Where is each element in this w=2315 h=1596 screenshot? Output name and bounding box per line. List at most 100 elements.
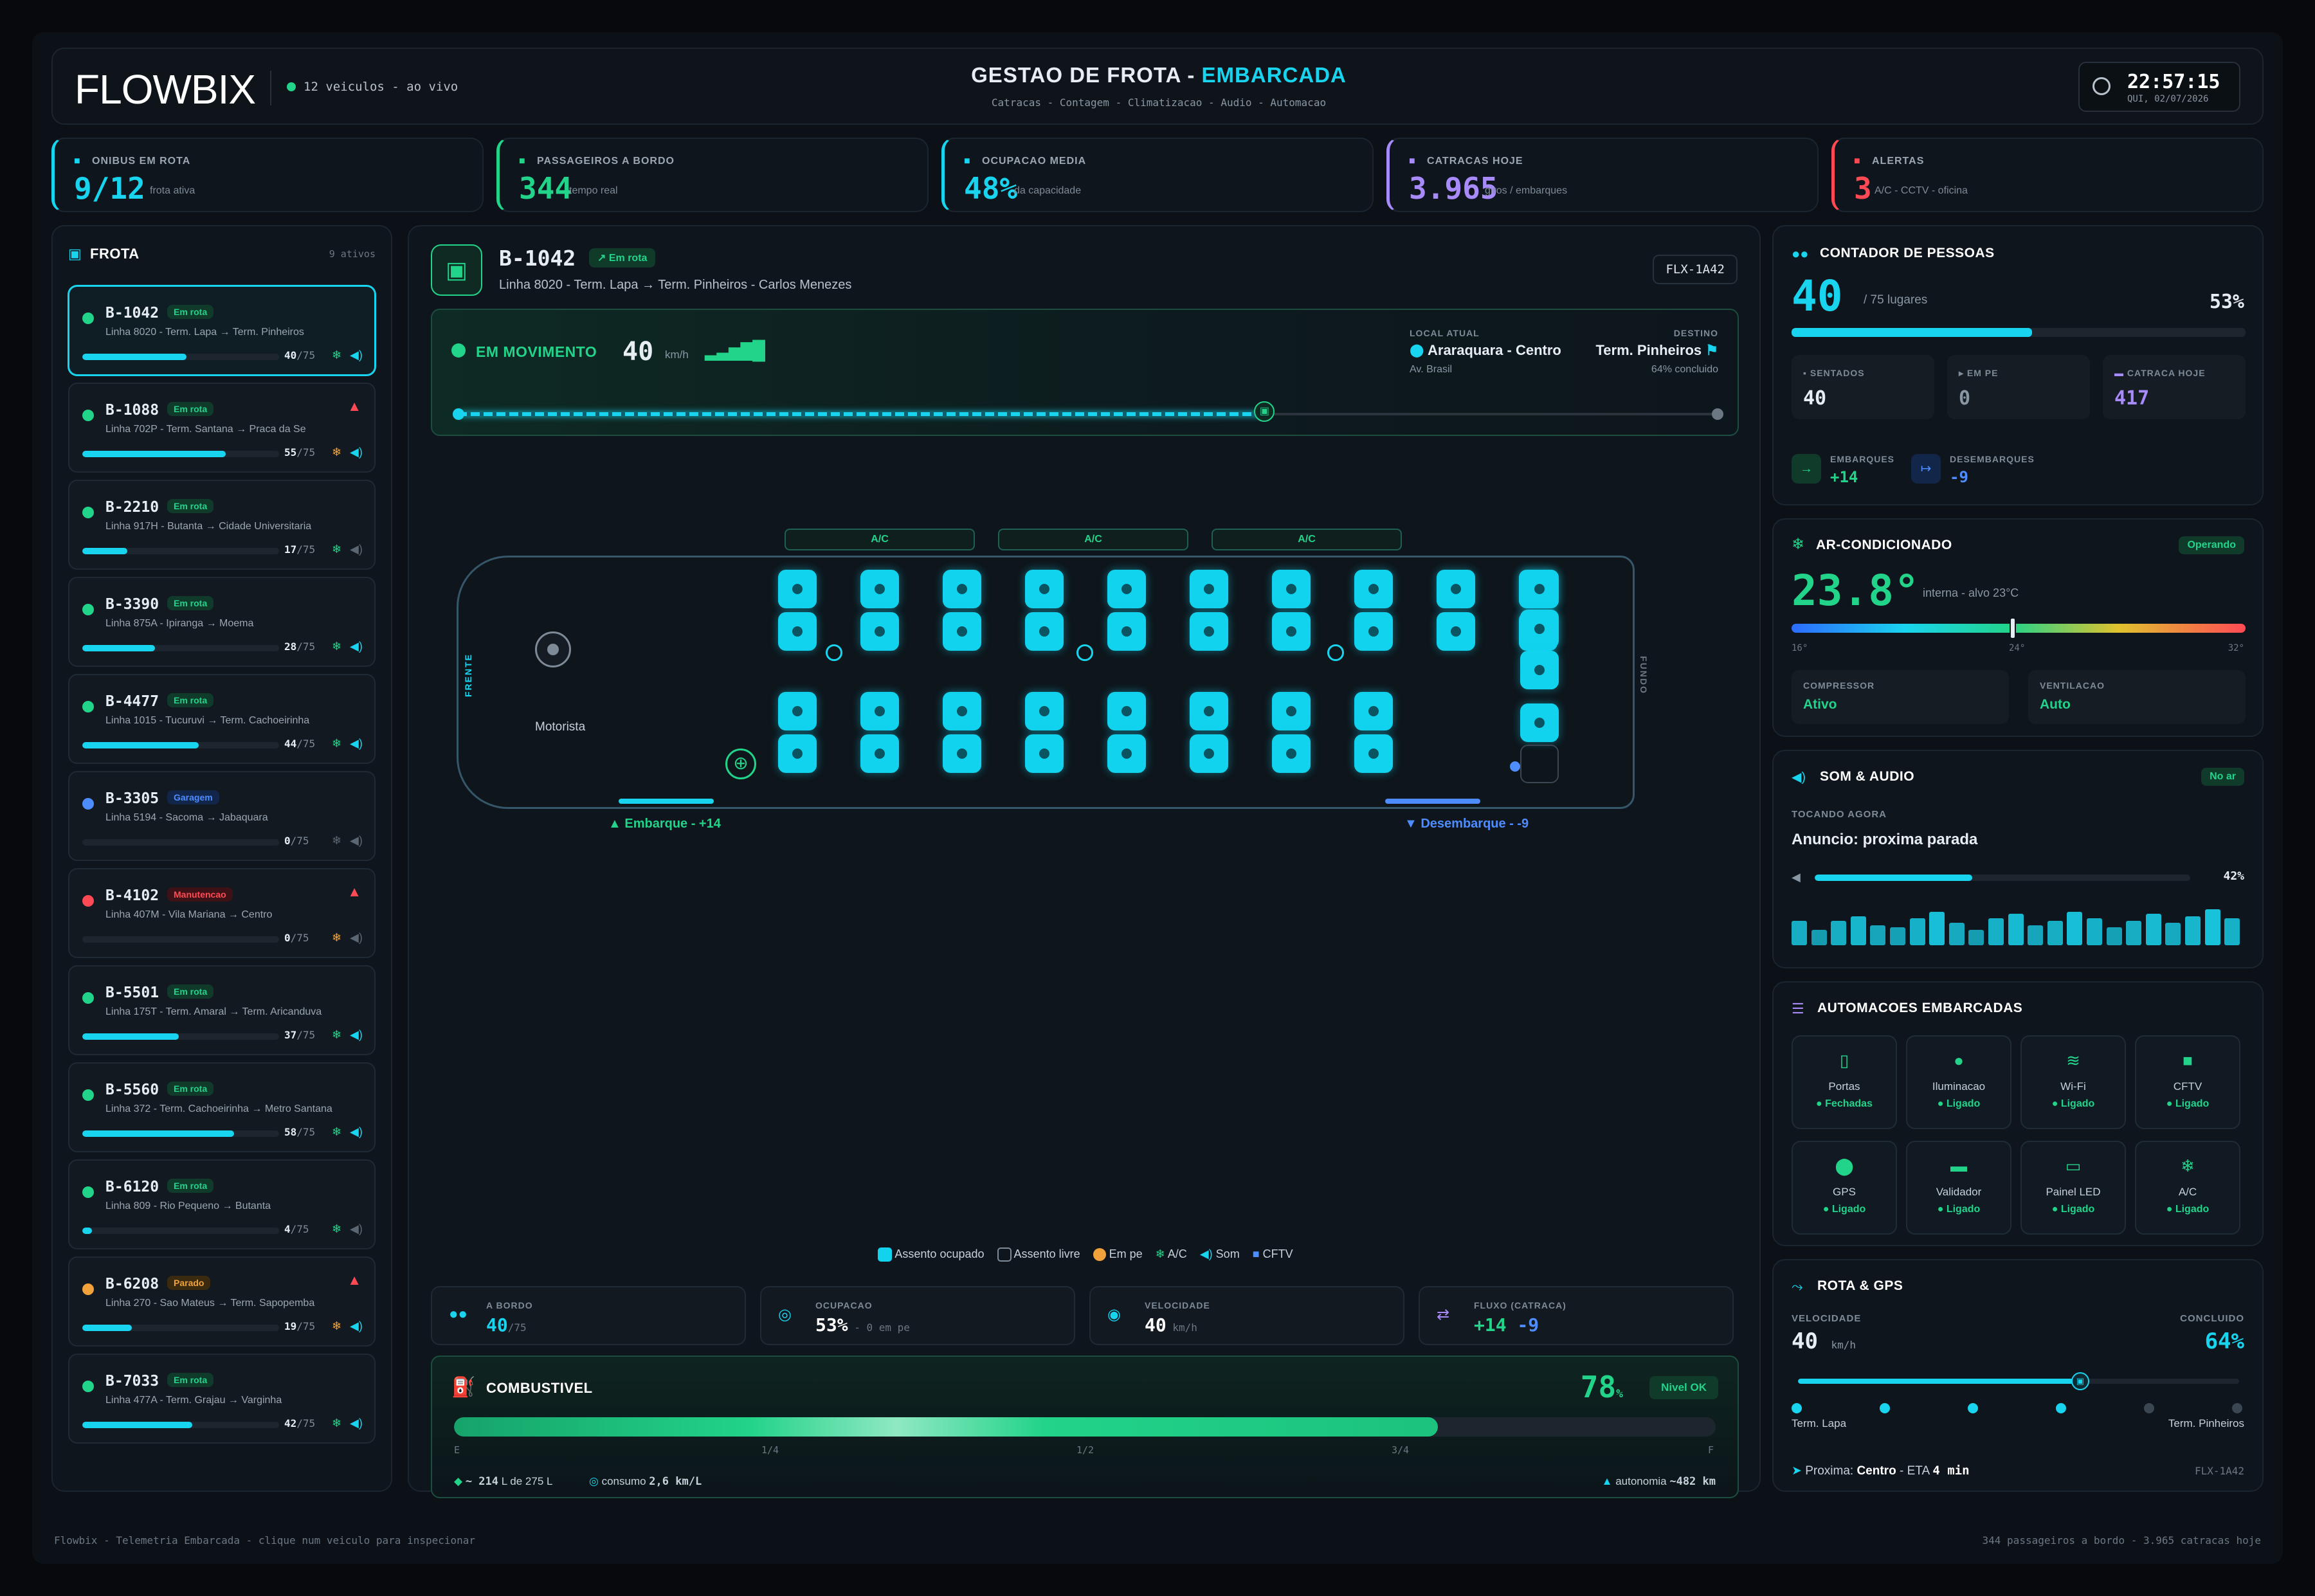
seat-occupied[interactable] [1354,612,1393,651]
trip-bus-marker-icon: ▣ [1254,401,1275,422]
legend-standing-icon [1093,1248,1106,1262]
fleet-item[interactable]: B-2210 Em rota Linha 917H - Butanta → Cida… [68,480,376,570]
bus-stat-card: ⇄ FLUXO (CATRACA) +14 -9 [1419,1286,1734,1345]
seat-occupied[interactable] [943,612,981,651]
fleet-item[interactable]: B-4102 Manutencao Linha 407M - Vila Marian… [68,868,376,958]
route-speed-unit: km/h [1831,1339,1856,1351]
seat-occupied[interactable] [1520,651,1559,689]
fleet-sound-icon: ◀) [350,349,363,361]
fleet-count: 0/75 [284,835,309,847]
seat-occupied[interactable] [778,612,817,651]
seat-occupied[interactable] [1107,734,1146,773]
seated-label-text: SENTADOS [1810,368,1865,378]
speaker-icon: ◀) [1792,770,1806,784]
fleet-occupancy-bar [82,742,279,748]
ac-unit-1: A/C [785,529,975,550]
card-icon: ▬ [1950,1156,1967,1175]
seat-occupied[interactable] [860,570,899,608]
status-dot-icon [82,798,94,810]
volume-icon[interactable]: ◀ [1792,871,1801,884]
seat-occupied[interactable] [1354,692,1393,730]
fleet-item[interactable]: B-3305 Garagem Linha 5194 - Sacoma → Jabaq… [68,771,376,861]
flag-icon: ⚑ [1705,342,1718,358]
fleet-item[interactable]: B-1042 Em rota Linha 8020 - Term. Lapa → T… [68,286,376,376]
seat-occupied[interactable] [943,570,981,608]
seat-occupied[interactable] [860,734,899,773]
now-playing-label: TOCANDO AGORA [1792,809,1887,820]
automation-toggle[interactable]: ❄ A/C ● Ligado [2135,1141,2240,1235]
seat-occupied[interactable] [860,692,899,730]
seat-occupied[interactable] [860,612,899,651]
route-done-label: CONCLUIDO [2180,1313,2244,1324]
seat-occupied[interactable] [1190,570,1228,608]
fleet-item[interactable]: B-5501 Em rota Linha 175T - Term. Amaral →… [68,965,376,1055]
temp-scale-min: 16° [1792,643,1808,653]
automation-toggle[interactable]: ⬤ GPS ● Ligado [1792,1141,1897,1235]
fleet-item[interactable]: B-3390 Em rota Linha 875A - Ipiranga → Moe… [68,577,376,667]
route-speed-label: VELOCIDADE [1792,1313,1862,1324]
seat-occupied[interactable] [778,692,817,730]
route-title: ROTA & GPS [1817,1278,1903,1293]
page-title-main: GESTAO DE FROTA - [971,63,1202,87]
fleet-item[interactable]: B-1088 Em rota Linha 702P - Term. Santana … [68,383,376,473]
seat-occupied[interactable] [1272,734,1311,773]
seat-occupied[interactable] [1520,703,1559,742]
automation-toggle[interactable]: ▬ Validador ● Ligado [1906,1141,2011,1235]
seat-occupied[interactable] [1520,610,1559,648]
seat-occupied[interactable] [1025,570,1064,608]
bus-avatar-icon: ▣ [431,244,482,296]
seat-occupied[interactable] [1272,692,1311,730]
fleet-item[interactable]: B-5560 Em rota Linha 372 - Term. Cachoeiri… [68,1062,376,1152]
seat-occupied[interactable] [1025,692,1064,730]
automation-toggle[interactable]: ▯ Portas ● Fechadas [1792,1035,1897,1129]
seat-occupied[interactable] [1107,612,1146,651]
seat-occupied[interactable] [1025,612,1064,651]
seat-occupied[interactable] [1190,612,1228,651]
fleet-item[interactable]: B-6208 Parado Linha 270 - Sao Mateus → Ter… [68,1256,376,1347]
automation-toggle[interactable]: ▭ Painel LED ● Ligado [2020,1141,2126,1235]
kpi-sub: giros / embarques [1485,185,1568,196]
automation-toggle[interactable]: ● Iluminacao ● Ligado [1906,1035,2011,1129]
seat-occupied[interactable] [1520,570,1559,608]
bus-stat-value: 40 km/h [1145,1314,1197,1336]
fleet-route: Linha 8020 - Term. Lapa → Term. Pinheiro… [105,327,304,338]
seat-occupied[interactable] [1272,570,1311,608]
fleet-count: 42/75 [284,1417,315,1429]
seat-occupied[interactable] [1025,734,1064,773]
seat-free[interactable] [1520,745,1559,783]
seat-occupied[interactable] [1354,570,1393,608]
volume-slider[interactable] [1815,875,2190,881]
fleet-count: 19/75 [284,1320,315,1332]
seat-occupied[interactable] [1190,692,1228,730]
seat-occupied[interactable] [1437,612,1475,651]
fleet-count: 55/75 [284,446,315,458]
seat-occupied[interactable] [943,692,981,730]
legend-camera: CFTV [1262,1247,1293,1260]
seat-occupied[interactable] [778,734,817,773]
fuel-liters-sub: L de 275 L [501,1475,553,1487]
fleet-item[interactable]: B-4477 Em rota Linha 1015 - Tucuruvi → Ter… [68,674,376,764]
fleet-item[interactable]: B-6120 Em rota Linha 809 - Rio Pequeno → B… [68,1159,376,1249]
fleet-bus-id: B-4477 [105,693,159,710]
trip-progress-fill [458,412,1265,416]
fleet-bus-id: B-5501 [105,984,159,1001]
seat-occupied[interactable] [1107,570,1146,608]
automation-toggle[interactable]: ■ CFTV ● Ligado [2135,1035,2240,1129]
fleet-sound-icon: ◀) [350,1319,363,1332]
seat-occupied[interactable] [1272,612,1311,651]
automation-name: Validador [1936,1186,1982,1198]
seat-occupied[interactable] [1190,734,1228,773]
fleet-ac-icon: ❄ [332,1417,342,1429]
fleet-route: Linha 1015 - Tucuruvi → Term. Cachoeirin… [105,715,310,726]
fleet-item[interactable]: B-7033 Em rota Linha 477A - Term. Grajau →… [68,1354,376,1444]
fleet-count-cap: /75 [296,1417,316,1429]
fleet-occupancy-bar [82,1228,279,1234]
seat-occupied[interactable] [778,570,817,608]
seat-occupied[interactable] [1437,570,1475,608]
seat-occupied[interactable] [1354,734,1393,773]
sound-status-badge: No ar [2201,768,2244,786]
temperature-marker[interactable] [2010,617,2017,639]
seat-occupied[interactable] [1107,692,1146,730]
seat-occupied[interactable] [943,734,981,773]
automation-toggle[interactable]: ≋ Wi-Fi ● Ligado [2020,1035,2126,1129]
